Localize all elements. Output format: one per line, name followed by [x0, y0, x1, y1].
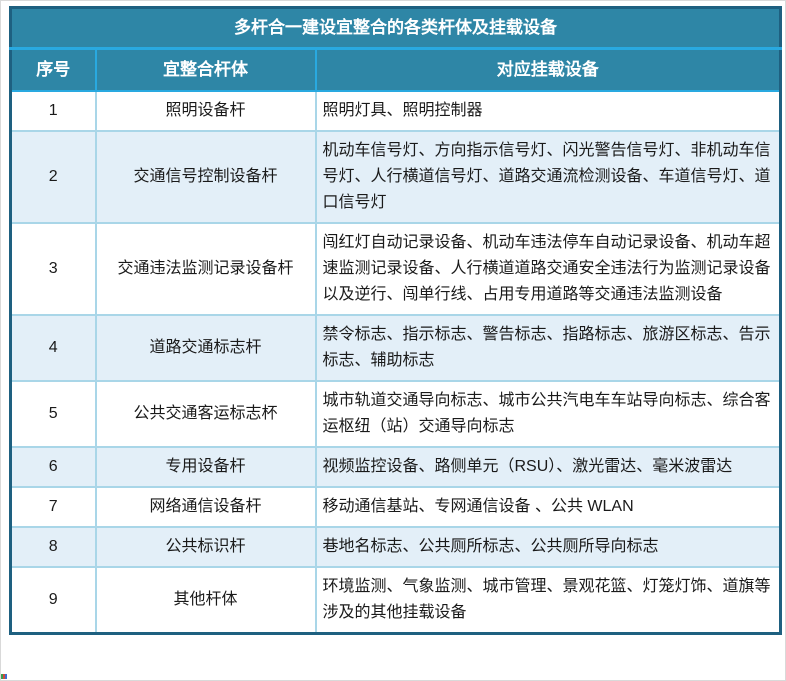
cell-devices: 照明灯具、照明控制器	[314, 90, 782, 132]
cell-no: 1	[9, 90, 97, 132]
cell-no: 6	[9, 446, 97, 488]
table-row: 6 专用设备杆 视频监控设备、路侧单元（RSU）、激光雷达、毫米波雷达	[9, 446, 782, 488]
cell-no: 7	[9, 486, 97, 528]
cell-no: 8	[9, 526, 97, 568]
cell-pole: 道路交通标志杆	[94, 314, 317, 382]
cell-devices: 禁令标志、指示标志、警告标志、指路标志、旅游区标志、告示标志、辅助标志	[314, 314, 782, 382]
cell-devices: 巷地名标志、公共厕所标志、公共厕所导向标志	[314, 526, 782, 568]
cell-no: 9	[9, 566, 97, 635]
cell-no: 4	[9, 314, 97, 382]
cell-pole: 交通违法监测记录设备杆	[94, 222, 317, 316]
table-row: 8 公共标识杆 巷地名标志、公共厕所标志、公共厕所导向标志	[9, 526, 782, 568]
cell-no: 5	[9, 380, 97, 448]
cell-no: 3	[9, 222, 97, 316]
cell-pole: 其他杆体	[94, 566, 317, 635]
table-header-row: 序号 宜整合杆体 对应挂载设备	[10, 48, 781, 92]
cell-pole: 专用设备杆	[94, 446, 317, 488]
table-title: 多杆合一建设宜整合的各类杆体及挂载设备	[10, 7, 781, 50]
pole-integration-table: 多杆合一建设宜整合的各类杆体及挂载设备 序号 宜整合杆体 对应挂载设备 1 照明…	[9, 6, 783, 635]
table-row: 9 其他杆体 环境监测、气象监测、城市管理、景观花篮、灯笼灯饰、道旗等涉及的其他…	[9, 566, 782, 635]
screenshot-artifact-dot	[1, 674, 7, 679]
table-title-row: 多杆合一建设宜整合的各类杆体及挂载设备	[10, 7, 781, 50]
cell-pole: 网络通信设备杆	[94, 486, 317, 528]
table-row: 1 照明设备杆 照明灯具、照明控制器	[9, 90, 782, 132]
col-header-pole: 宜整合杆体	[94, 48, 316, 92]
col-header-devices: 对应挂载设备	[314, 48, 781, 92]
cell-devices: 城市轨道交通导向标志、城市公共汽电车车站导向标志、综合客运枢纽（站）交通导向标志	[314, 380, 782, 448]
col-header-no: 序号	[10, 48, 96, 92]
cell-devices: 环境监测、气象监测、城市管理、景观花篮、灯笼灯饰、道旗等涉及的其他挂载设备	[314, 566, 782, 635]
cell-devices: 机动车信号灯、方向指示信号灯、闪光警告信号灯、非机动车信号灯、人行横道信号灯、道…	[314, 130, 782, 224]
cell-pole: 公共标识杆	[94, 526, 317, 568]
table-row: 3 交通违法监测记录设备杆 闯红灯自动记录设备、机动车违法停车自动记录设备、机动…	[9, 222, 782, 316]
table-row: 5 公共交通客运标志杯 城市轨道交通导向标志、城市公共汽电车车站导向标志、综合客…	[9, 380, 782, 448]
cell-devices: 移动通信基站、专网通信设备 、公共 WLAN	[314, 486, 782, 528]
cell-devices: 视频监控设备、路侧单元（RSU）、激光雷达、毫米波雷达	[314, 446, 782, 488]
cell-pole: 交通信号控制设备杆	[94, 130, 317, 224]
table-row: 2 交通信号控制设备杆 机动车信号灯、方向指示信号灯、闪光警告信号灯、非机动车信…	[9, 130, 782, 224]
table-row: 4 道路交通标志杆 禁令标志、指示标志、警告标志、指路标志、旅游区标志、告示标志…	[9, 314, 782, 382]
cell-devices: 闯红灯自动记录设备、机动车违法停车自动记录设备、机动车超速监测记录设备、人行横道…	[314, 222, 782, 316]
cell-pole: 公共交通客运标志杯	[94, 380, 317, 448]
cell-no: 2	[9, 130, 97, 224]
cell-pole: 照明设备杆	[94, 90, 317, 132]
table-row: 7 网络通信设备杆 移动通信基站、专网通信设备 、公共 WLAN	[9, 486, 782, 528]
